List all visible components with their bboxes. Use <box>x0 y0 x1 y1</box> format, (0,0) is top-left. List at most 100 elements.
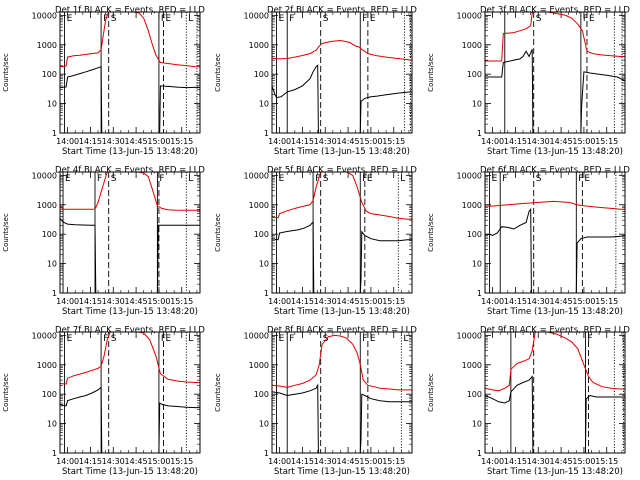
y-tick-label: 10 <box>259 420 269 429</box>
marker-label: F <box>362 14 367 24</box>
y-axis-label: Counts/sec <box>2 53 10 92</box>
x-tick-label: 15:00 <box>572 137 595 146</box>
y-tick-label: 10000 <box>457 11 482 20</box>
y-tick-label: 100 <box>42 390 57 399</box>
y-tick-label: 1 <box>264 289 269 298</box>
marker-label: F <box>97 174 102 184</box>
y-tick-label: 10000 <box>244 331 269 340</box>
x-axis-label: Start Time (13-Jun-15 13:48:20) <box>487 307 623 317</box>
y-tick-label: 10000 <box>32 171 57 180</box>
panel-title: Det 9f BLACK = Events, RED = LLD <box>480 326 630 336</box>
plot-frame <box>271 11 413 134</box>
x-axis-label: Start Time (13-Jun-15 13:48:20) <box>62 307 198 317</box>
x-tick-label: 14:45 <box>125 137 148 146</box>
x-axis-label: Start Time (13-Jun-15 13:48:20) <box>274 147 410 157</box>
panel-title: Det 7f BLACK = Events, RED = LLD <box>55 326 205 336</box>
marker-label: E <box>165 334 171 344</box>
x-tick-label: 14:45 <box>337 137 360 146</box>
y-tick-label: 100 <box>467 230 482 239</box>
x-axis-label: Start Time (13-Jun-15 13:48:20) <box>62 467 198 477</box>
marker-label: F <box>502 174 507 184</box>
chart-panel-8: Det 8f BLACK = Events, RED = LLD Counts/s… <box>214 326 417 478</box>
y-tick-label: 1000 <box>249 361 269 370</box>
series-lld-line <box>60 332 200 385</box>
x-tick-label: 14:00 <box>268 297 291 306</box>
x-tick-label: 14:30 <box>527 297 550 306</box>
marker-label: S <box>111 174 117 184</box>
marker-label: F <box>362 174 367 184</box>
x-tick-label: 14:15 <box>504 297 527 306</box>
panel-title: Det 5f BLACK = Events, RED = LLD <box>267 166 417 176</box>
x-tick-label: 14:00 <box>56 297 79 306</box>
x-tick-label: 15:15 <box>595 137 618 146</box>
series-events-line <box>485 375 625 453</box>
panel-title: Det 3f BLACK = Events, RED = LLD <box>480 6 630 16</box>
y-tick-label: 100 <box>254 390 269 399</box>
marker-label: L <box>403 334 408 344</box>
marker-label: F <box>362 334 367 344</box>
series-group <box>60 332 200 453</box>
x-axis-label: Start Time (13-Jun-15 13:48:20) <box>487 467 623 477</box>
series-group <box>485 332 625 453</box>
series-events-line <box>485 49 625 133</box>
y-tick-label: 1000 <box>37 41 57 50</box>
y-tick-label: 100 <box>467 70 482 79</box>
y-tick-label: 1 <box>477 289 482 298</box>
panel-title: Det 6f BLACK = Events, RED = LLD <box>480 166 630 176</box>
x-tick-label: 14:30 <box>102 297 125 306</box>
plot-frame <box>484 11 626 134</box>
x-tick-label: 15:00 <box>572 297 595 306</box>
x-tick-label: 14:15 <box>79 457 102 466</box>
x-tick-label: 15:00 <box>359 297 382 306</box>
x-tick-label: 14:45 <box>337 457 360 466</box>
marker-label: E <box>279 334 285 344</box>
y-tick-label: 1000 <box>37 361 57 370</box>
chart-panel-9: Det 9f BLACK = Events, RED = LLD Counts/s… <box>427 326 630 478</box>
chart-panel-1: Det 1f BLACK = Events, RED = LLD Counts/s… <box>2 6 205 158</box>
y-tick-label: 1000 <box>462 41 482 50</box>
series-events-line <box>272 64 412 133</box>
marker-label: E <box>65 174 71 184</box>
x-tick-label: 15:00 <box>147 297 170 306</box>
x-tick-label: 14:30 <box>527 137 550 146</box>
x-tick-label: 14:45 <box>550 297 573 306</box>
y-tick-label: 10 <box>472 260 482 269</box>
marker-label: F <box>583 14 588 24</box>
y-axis-label: Counts/sec <box>427 373 435 412</box>
x-tick-label: 14:45 <box>337 297 360 306</box>
x-tick-label: 15:15 <box>170 457 193 466</box>
x-tick-label: 14:45 <box>550 137 573 146</box>
marker-label: S <box>323 174 329 184</box>
y-tick-label: 10000 <box>457 331 482 340</box>
marker-label: E <box>67 14 73 24</box>
x-tick-label: 14:45 <box>125 457 148 466</box>
y-tick-label: 10000 <box>32 331 57 340</box>
series-group <box>272 334 412 453</box>
y-tick-label: 100 <box>42 70 57 79</box>
x-tick-label: 15:15 <box>382 137 405 146</box>
x-tick-label: 14:30 <box>314 137 337 146</box>
y-tick-label: 10000 <box>457 171 482 180</box>
x-tick-label: 14:15 <box>79 137 102 146</box>
y-tick-label: 10 <box>259 100 269 109</box>
y-axis-label: Counts/sec <box>214 373 222 412</box>
x-tick-label: 15:00 <box>572 457 595 466</box>
plot-frame <box>271 331 413 454</box>
panel-title: Det 1f BLACK = Events, RED = LLD <box>55 6 205 16</box>
series-events-line <box>272 383 412 453</box>
marker-label: S <box>536 174 542 184</box>
marker-label: E <box>584 174 590 184</box>
x-tick-label: 15:00 <box>147 137 170 146</box>
x-axis-label: Start Time (13-Jun-15 13:48:20) <box>274 307 410 317</box>
y-tick-label: 10 <box>472 420 482 429</box>
series-lld-line <box>272 39 412 61</box>
marker-label: F <box>159 174 164 184</box>
marker-label: E <box>589 14 595 24</box>
marker-label: E <box>165 14 171 24</box>
y-tick-label: 1000 <box>249 41 269 50</box>
marker-label: S <box>323 14 329 24</box>
x-tick-label: 15:00 <box>359 137 382 146</box>
y-tick-label: 1 <box>52 289 57 298</box>
series-events-line <box>60 386 200 453</box>
